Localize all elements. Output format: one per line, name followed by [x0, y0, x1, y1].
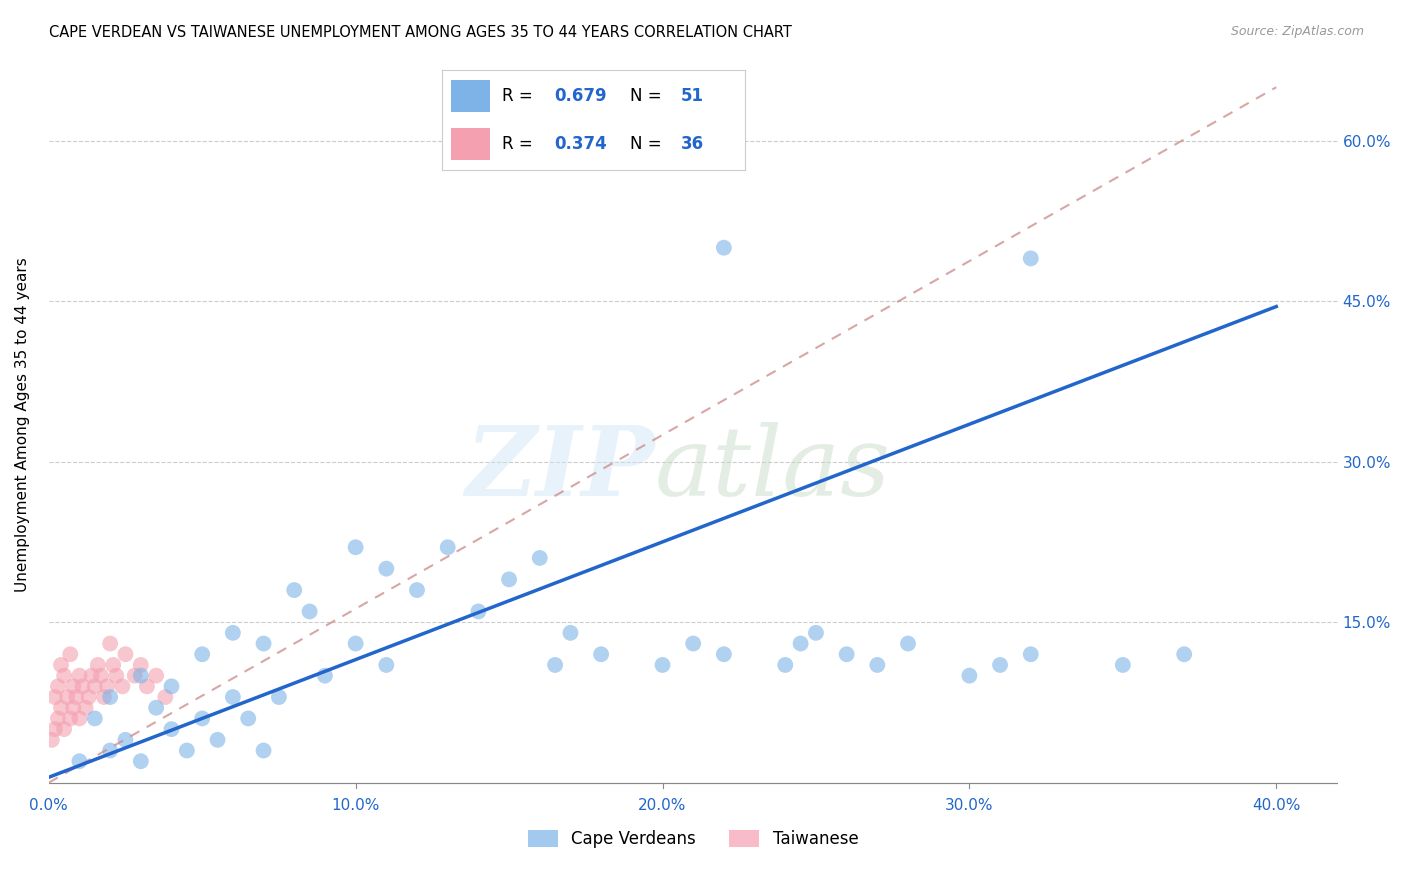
Point [83, 679, 105, 693]
Point [44, 690, 66, 704]
Point [988, 657, 1011, 672]
Point [59, 647, 82, 661]
Point [98, 636, 121, 650]
Point [176, 743, 198, 757]
Point [467, 604, 489, 618]
Point [111, 679, 134, 693]
Point [59, 711, 82, 725]
Point [145, 700, 167, 714]
Point [222, 690, 245, 704]
Point [53, 668, 76, 682]
Point [713, 241, 735, 255]
Point [436, 541, 458, 555]
Point [1173, 647, 1195, 661]
Point [65, 690, 87, 704]
Point [957, 668, 980, 682]
Point [651, 657, 673, 672]
Point [713, 647, 735, 661]
Point [98, 743, 121, 757]
Point [406, 582, 429, 597]
Legend: Cape Verdeans, Taiwanese: Cape Verdeans, Taiwanese [522, 823, 865, 855]
Point [105, 668, 128, 682]
Point [560, 625, 582, 640]
Text: atlas: atlas [655, 422, 890, 516]
Point [90, 668, 112, 682]
Point [1019, 647, 1042, 661]
Text: ZIP: ZIP [465, 422, 655, 516]
Point [145, 668, 167, 682]
Point [46, 679, 69, 693]
Point [56, 690, 79, 704]
Point [46, 711, 69, 725]
Point [191, 711, 214, 725]
Point [804, 625, 827, 640]
Point [344, 541, 367, 555]
Point [238, 711, 260, 725]
Point [1019, 252, 1042, 266]
Point [67, 754, 90, 768]
Point [1112, 657, 1135, 672]
Point [375, 657, 398, 672]
Point [283, 582, 305, 597]
Point [544, 657, 567, 672]
Point [207, 732, 229, 747]
Point [96, 679, 118, 693]
Point [53, 722, 76, 736]
Point [72, 679, 94, 693]
Point [129, 657, 152, 672]
Point [124, 668, 146, 682]
Point [136, 679, 159, 693]
Point [344, 636, 367, 650]
Point [49, 700, 72, 714]
Point [529, 551, 551, 566]
Point [44, 722, 66, 736]
Point [62, 700, 84, 714]
Point [49, 657, 72, 672]
Point [835, 647, 858, 661]
Point [866, 657, 889, 672]
Point [160, 679, 183, 693]
Point [682, 636, 704, 650]
Point [155, 690, 177, 704]
Point [98, 690, 121, 704]
Point [67, 711, 90, 725]
Text: Source: ZipAtlas.com: Source: ZipAtlas.com [1230, 25, 1364, 38]
Point [252, 743, 274, 757]
Point [62, 679, 84, 693]
Point [41, 732, 63, 747]
Point [93, 690, 115, 704]
Point [375, 562, 398, 576]
Point [87, 657, 110, 672]
Point [267, 690, 290, 704]
Point [789, 636, 811, 650]
Point [252, 636, 274, 650]
Point [103, 657, 125, 672]
Text: CAPE VERDEAN VS TAIWANESE UNEMPLOYMENT AMONG AGES 35 TO 44 YEARS CORRELATION CHA: CAPE VERDEAN VS TAIWANESE UNEMPLOYMENT A… [49, 25, 792, 40]
Y-axis label: Unemployment Among Ages 35 to 44 years: Unemployment Among Ages 35 to 44 years [15, 257, 30, 591]
Point [83, 711, 105, 725]
Point [298, 604, 321, 618]
Point [222, 625, 245, 640]
Point [77, 690, 100, 704]
Point [75, 700, 97, 714]
Point [67, 668, 90, 682]
Point [314, 668, 336, 682]
Point [80, 668, 103, 682]
Point [775, 657, 797, 672]
Point [114, 647, 136, 661]
Point [191, 647, 214, 661]
Point [897, 636, 920, 650]
Point [114, 732, 136, 747]
Point [129, 754, 152, 768]
Point [591, 647, 613, 661]
Point [160, 722, 183, 736]
Point [129, 668, 152, 682]
Point [498, 573, 520, 587]
